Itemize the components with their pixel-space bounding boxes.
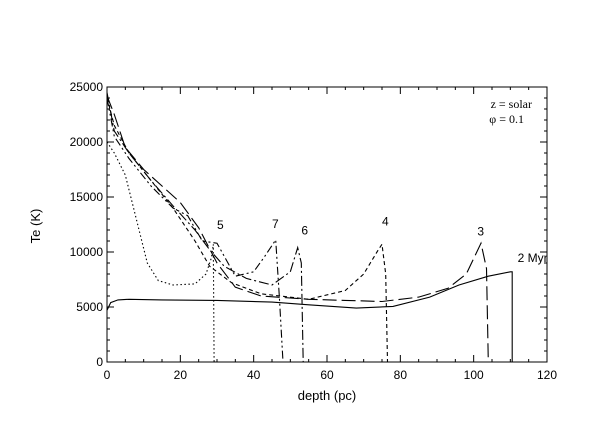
y-tick-label: 25000 (70, 80, 104, 94)
y-tick-label: 5000 (76, 300, 103, 314)
x-tick-label: 80 (394, 368, 408, 382)
series-line-3 (106, 92, 304, 363)
series-line-5 (106, 141, 215, 363)
y-axis-label: Te (K) (28, 209, 43, 244)
series-label-3: 6 (301, 223, 308, 237)
y-tick-label: 0 (96, 355, 103, 369)
series-label-4: 7 (272, 217, 279, 231)
series-line-4 (106, 97, 284, 363)
x-tick-label: 100 (464, 368, 484, 382)
annotation-phi: φ = 0.1 (489, 112, 524, 126)
y-tick-label: 20000 (70, 135, 104, 149)
y-tick-label: 15000 (70, 190, 104, 204)
annotation-metallicity: z = solar (491, 97, 532, 111)
series-label-5: 5 (217, 218, 224, 232)
series-label-1: 3 (477, 225, 484, 239)
x-tick-label: 40 (247, 368, 261, 382)
curve-labels: 2 Myr 3 4 6 7 5 (217, 215, 548, 265)
series-label-0: 2 Myr (518, 251, 548, 265)
x-tick-label: 0 (104, 368, 111, 382)
x-tick-label: 60 (320, 368, 334, 382)
x-axis-label: depth (pc) (298, 388, 357, 403)
series-layer (106, 92, 513, 363)
x-tick-label: 20 (174, 368, 188, 382)
x-tick-label: 120 (537, 368, 557, 382)
series-line-0 (106, 271, 513, 362)
series-label-2: 4 (382, 215, 389, 229)
series-line-1 (106, 95, 489, 363)
y-tick-label: 10000 (70, 245, 104, 259)
plot-axes: 0 20 40 60 80 100 120 0 5000 10000 15000 20000 25000 (70, 80, 558, 382)
series-line-2 (106, 97, 389, 363)
